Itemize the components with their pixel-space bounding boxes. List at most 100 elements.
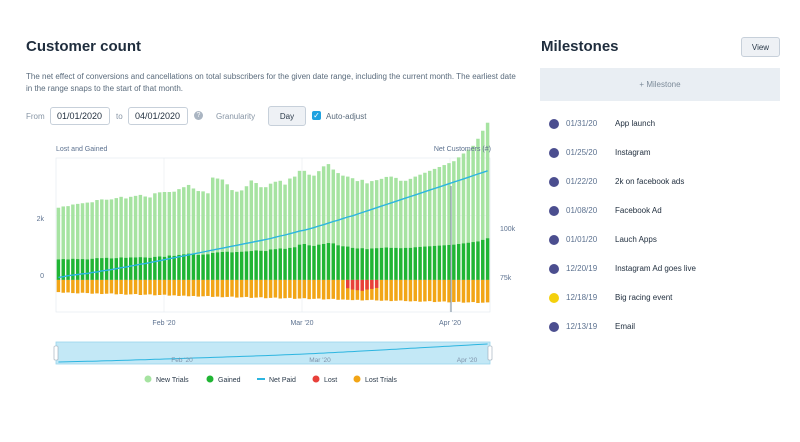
lost-trials-bar — [302, 279, 307, 299]
gained-bar — [326, 243, 331, 280]
lost-trials-bar — [182, 279, 186, 296]
legend-label-lost-trials[interactable]: Lost Trials — [365, 377, 397, 384]
new-trials-bar — [403, 180, 408, 248]
add-milestone-button[interactable]: + Milestone — [540, 68, 780, 101]
range-net-paid-line — [58, 343, 488, 363]
lost-trials-bar — [114, 279, 119, 295]
new-trials-bar — [143, 196, 147, 258]
new-trials-bar — [186, 184, 191, 254]
lost-trials-bar — [239, 279, 244, 298]
milestone-item[interactable]: 12/13/19 Email — [549, 317, 769, 346]
gained-bar — [80, 259, 85, 280]
gained-bar — [312, 245, 316, 280]
lost-trials-bar — [399, 279, 403, 301]
new-trials-bar — [331, 169, 336, 244]
milestone-item[interactable]: 01/01/20 Lauch Apps — [549, 230, 769, 259]
milestone-item[interactable]: 01/31/20 App launch — [549, 114, 769, 143]
lost-trials-bar — [66, 279, 70, 293]
lost-trials-bar — [437, 279, 442, 302]
new-trials-bar — [350, 178, 355, 248]
gained-bar — [370, 248, 374, 280]
left-axis-title: Lost and Gained — [56, 146, 107, 153]
legend-swatch-new-trials — [144, 375, 152, 383]
new-trials-bar — [302, 170, 307, 244]
lost-trials-bar — [254, 279, 258, 298]
gained-bar — [273, 249, 278, 280]
new-trials-bar — [100, 199, 104, 259]
new-trials-bar — [162, 192, 167, 257]
lost-trials-bar — [346, 279, 350, 300]
lost-trials-bar — [273, 279, 278, 298]
right-tick-label: 100k — [500, 226, 516, 233]
legend-label-gained[interactable]: Gained — [218, 377, 241, 384]
gained-bar — [230, 252, 234, 280]
new-trials-bar — [374, 180, 379, 249]
milestone-dot — [549, 264, 559, 274]
gained-bar — [408, 247, 413, 280]
gained-bar — [346, 246, 350, 280]
view-button[interactable]: View — [741, 37, 780, 57]
new-trials-bar — [157, 192, 162, 257]
gained-bar — [119, 257, 123, 280]
range-handle-right[interactable] — [487, 345, 493, 361]
new-trials-bar — [283, 184, 287, 249]
milestone-item[interactable]: 01/25/20 Instagram — [549, 143, 769, 172]
legend-label-new-trials[interactable]: New Trials — [156, 377, 189, 384]
new-trials-bar — [264, 187, 268, 252]
legend-swatch-lost-trials — [353, 375, 361, 383]
to-date-input[interactable] — [128, 107, 188, 125]
lost-trials-bar — [389, 279, 393, 302]
gained-bar — [177, 254, 181, 280]
from-date-input[interactable] — [50, 107, 110, 125]
x-tick-label: Apr '20 — [439, 320, 461, 327]
gained-bar — [485, 238, 490, 280]
auto-adjust-checkbox[interactable]: ✓ — [312, 111, 321, 120]
new-trials-bar — [95, 200, 99, 259]
lost-trials-bar — [104, 279, 109, 294]
lost-trials-bar — [148, 279, 152, 295]
gained-bar — [302, 243, 307, 280]
lost-trials-bar — [133, 279, 138, 295]
range-handle-left[interactable] — [53, 345, 59, 361]
milestone-item[interactable]: 12/18/19 Big racing event — [549, 288, 769, 317]
new-trials-bar — [196, 191, 200, 255]
help-icon[interactable]: ? — [194, 111, 203, 120]
new-trials-bar — [394, 177, 398, 248]
lost-trials-bar — [317, 279, 321, 299]
milestone-dot — [549, 235, 559, 245]
milestone-dot — [549, 119, 559, 129]
granularity-select[interactable]: Day — [268, 106, 306, 126]
net-paid-series — [58, 170, 488, 279]
customer-count-chart: Lost and Gained Net Customers (#) 2k 0 1… — [37, 122, 516, 384]
lost-trials-bar — [138, 279, 143, 295]
new-trials-bar — [423, 172, 427, 247]
legend-label-lost[interactable]: Lost — [324, 377, 337, 384]
lost-trials-bar — [235, 279, 239, 298]
gained-bar — [201, 254, 205, 280]
new-trials-bar — [432, 168, 437, 246]
milestone-item[interactable]: 01/22/20 2k on facebook ads — [549, 172, 769, 201]
new-trials-bar — [133, 195, 138, 258]
lost-trials-bar — [95, 279, 99, 294]
new-trials-bar — [418, 174, 422, 247]
gained-bar — [297, 244, 302, 280]
lost-trials-bar — [350, 279, 355, 301]
gained-bar — [104, 257, 109, 280]
legend-label-net-paid[interactable]: Net Paid — [269, 377, 296, 384]
gained-bar — [350, 247, 355, 280]
lost-trials-bar — [297, 279, 302, 299]
lost-trials-bar — [143, 279, 147, 295]
new-trials-bar — [471, 145, 475, 243]
milestone-item[interactable]: 01/08/20 Facebook Ad — [549, 201, 769, 230]
legend-swatch-lost — [312, 375, 320, 383]
lost-trials-bar — [215, 279, 220, 297]
lost-trials-bar — [471, 279, 475, 303]
lost-bar — [355, 279, 360, 291]
gained-bar — [220, 252, 225, 280]
gained-bar — [196, 254, 200, 280]
milestone-item[interactable]: 12/20/19 Instagram Ad goes live — [549, 259, 769, 288]
gained-bar — [129, 257, 133, 280]
lost-trials-bar — [331, 279, 336, 299]
new-trials-bar — [326, 164, 331, 244]
lost-trials-bar — [75, 279, 80, 294]
